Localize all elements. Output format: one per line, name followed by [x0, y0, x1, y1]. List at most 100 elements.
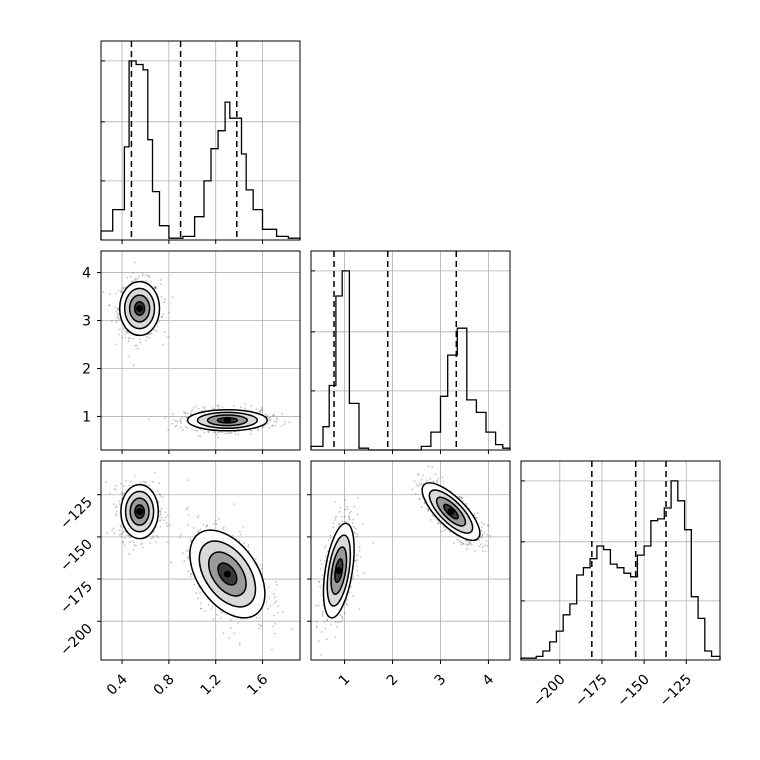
scatter-point: [444, 528, 447, 531]
scatter-point: [166, 525, 169, 528]
scatter-point: [184, 426, 187, 428]
scatter-point: [243, 542, 245, 545]
scatter-point: [207, 603, 210, 606]
scatter-point: [483, 531, 486, 534]
scatter-point: [429, 477, 432, 480]
scatter-point: [277, 605, 279, 607]
scatter-point: [121, 532, 124, 535]
scatter-point: [179, 426, 182, 429]
scatter-point: [258, 627, 260, 630]
scatter-point: [186, 417, 188, 419]
scatter-point: [202, 406, 205, 408]
scatter-point: [327, 539, 330, 541]
scatter-point: [229, 626, 232, 629]
scatter-point: [259, 624, 262, 627]
scatter-point: [462, 542, 465, 545]
scatter-point: [255, 408, 258, 410]
scatter-point: [320, 563, 323, 565]
scatter-point: [481, 536, 484, 539]
x-tick-label: 3: [432, 672, 450, 690]
scatter-point: [132, 337, 135, 340]
scatter-point: [456, 538, 458, 541]
scatter-point: [204, 610, 207, 612]
scatter-point: [207, 430, 210, 433]
panel-frame: [100, 460, 301, 661]
scatter-point: [182, 411, 185, 414]
scatter-point: [254, 557, 257, 560]
scatter-point: [268, 427, 270, 429]
scatter-point: [129, 536, 132, 539]
scatter-point: [334, 621, 337, 624]
scatter-point: [356, 497, 359, 499]
scatter-point: [232, 405, 235, 407]
panel-frame: [310, 250, 511, 451]
histogram-p2: [520, 480, 721, 660]
scatter-point: [457, 539, 460, 541]
scatter-point: [468, 541, 470, 544]
scatter-point: [448, 530, 451, 533]
scatter-point: [183, 560, 186, 563]
scatter-point: [473, 514, 476, 517]
scatter-point: [430, 519, 432, 521]
scatter-point: [102, 291, 105, 294]
scatter-point: [329, 536, 332, 539]
scatter-point: [329, 534, 332, 536]
scatter-point: [341, 616, 344, 619]
scatter-point: [121, 336, 124, 339]
scatter-point: [259, 412, 262, 414]
scatter-point: [122, 287, 124, 289]
scatter-point: [134, 344, 137, 347]
scatter-point: [148, 274, 150, 277]
scatter-point: [109, 492, 111, 495]
scatter-point: [155, 330, 158, 333]
scatter-point: [275, 600, 278, 603]
scatter-point: [233, 632, 236, 635]
scatter-point: [179, 420, 182, 423]
scatter-point: [199, 602, 202, 605]
scatter-point: [120, 535, 123, 538]
scatter-point: [213, 431, 216, 433]
scatter-point: [124, 336, 127, 339]
scatter-point: [145, 481, 148, 484]
scatter-point: [191, 408, 194, 411]
scatter-point: [149, 333, 151, 335]
scatter-point: [420, 478, 423, 481]
scatter-point: [134, 277, 136, 280]
scatter-point: [217, 517, 220, 520]
scatter-point: [196, 597, 199, 600]
scatter-point: [108, 304, 111, 307]
scatter-point: [189, 575, 192, 578]
scatter-point: [148, 418, 150, 421]
scatter-point: [462, 542, 464, 545]
scatter-point: [417, 472, 420, 475]
scatter-point: [148, 276, 151, 279]
panel-frame: [310, 460, 511, 661]
scatter-point: [259, 410, 261, 413]
scatter-point: [321, 614, 324, 617]
scatter-point: [244, 407, 246, 410]
scatter-point: [284, 421, 286, 423]
scatter-point: [156, 490, 159, 492]
scatter-point: [437, 477, 440, 480]
scatter-point: [315, 626, 318, 629]
scatter-point: [460, 496, 463, 499]
scatter-point: [155, 534, 158, 537]
scatter-point: [195, 592, 198, 594]
scatter-point: [420, 506, 423, 509]
scatter-point: [159, 526, 162, 528]
scatter-point: [158, 493, 161, 496]
scatter-point: [338, 510, 341, 513]
scatter-point: [203, 409, 206, 411]
scatter-point: [142, 273, 144, 275]
scatter-point: [143, 481, 146, 484]
scatter-point: [199, 528, 202, 530]
scatter-point: [435, 481, 438, 483]
scatter-point: [354, 560, 356, 563]
scatter-point: [356, 554, 358, 557]
scatter-point: [274, 622, 277, 625]
scatter-point: [324, 627, 327, 630]
scatter-point: [480, 526, 483, 528]
scatter-point: [443, 529, 446, 532]
scatter-point: [179, 533, 182, 536]
scatter-point: [341, 520, 344, 523]
